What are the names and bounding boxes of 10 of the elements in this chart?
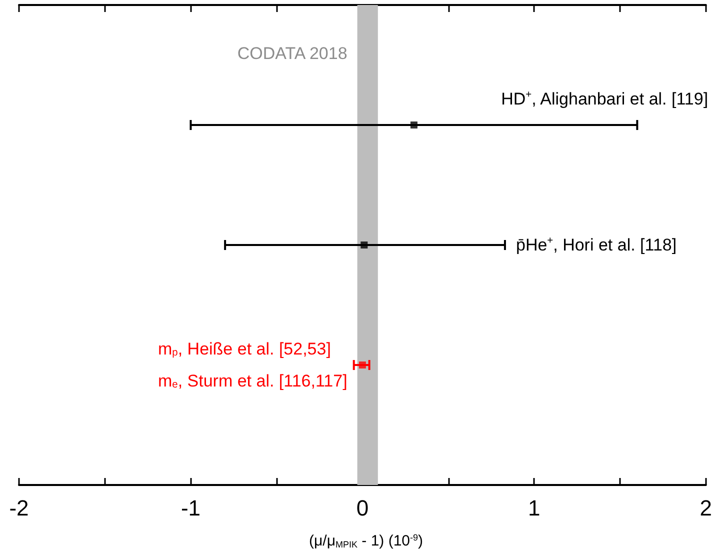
- annotation: mp, Heiße et al. [52,53]: [158, 340, 331, 358]
- x-tick-label: -1: [180, 496, 200, 520]
- band-label: CODATA 2018: [237, 44, 348, 63]
- annotation: p̄He+, Hori et al. [118]: [516, 235, 677, 254]
- x-tick-label: 2: [700, 496, 712, 520]
- x-tick-label: -2: [9, 496, 29, 520]
- x-tick-label: 0: [356, 496, 369, 520]
- annotation: me, Sturm et al. [116,117]: [158, 372, 348, 390]
- x-tick-label: 1: [528, 496, 540, 520]
- annotation: HD+, Alighanbari et al. [119]: [501, 89, 708, 108]
